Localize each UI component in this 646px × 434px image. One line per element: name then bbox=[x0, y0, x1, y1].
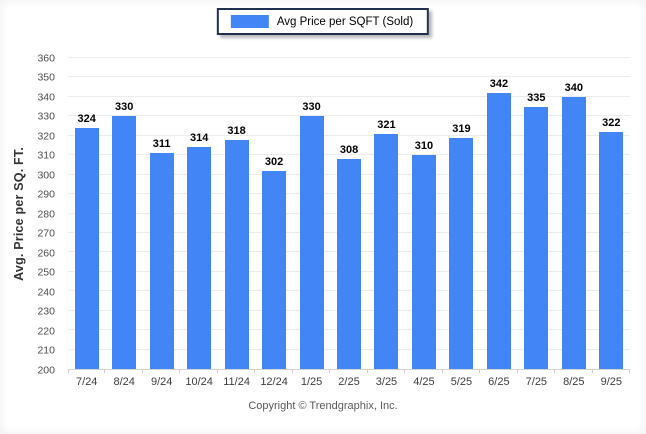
bar-cell: 318 bbox=[218, 58, 256, 373]
bar-cell: 330 bbox=[293, 58, 331, 373]
x-axis-label: 3/25 bbox=[375, 376, 398, 388]
bar-value-label: 324 bbox=[77, 112, 96, 125]
bar-value-label: 321 bbox=[377, 118, 396, 131]
bar-cell: 310 bbox=[405, 58, 444, 373]
gridline bbox=[68, 76, 630, 78]
gridline bbox=[68, 134, 630, 136]
bar: 302 bbox=[262, 156, 287, 369]
bar-value-label: 314 bbox=[189, 132, 209, 145]
x-axis-label: 5/25 bbox=[450, 376, 473, 388]
x-axis-labels: 7/24 8/24 9/24 10/24 11/24 12/24 1/25 2/25 3/25 4… bbox=[68, 376, 630, 392]
legend-swatch bbox=[230, 15, 269, 28]
legend: Avg Price per SQFT (Sold) bbox=[216, 8, 430, 35]
y-axis-tick-label: 260 bbox=[37, 246, 55, 259]
y-axis-tick-label: 230 bbox=[37, 305, 55, 318]
bar: 318 bbox=[224, 125, 249, 369]
bar-value-label: 310 bbox=[414, 140, 434, 153]
bar-cell: 319 bbox=[443, 58, 481, 373]
bar: 340 bbox=[561, 82, 586, 369]
bar: 342 bbox=[486, 78, 511, 369]
bar-series: 324 330 311 314 318 302 330 308 321 310 319 342 335 3… bbox=[68, 58, 631, 373]
bar: 311 bbox=[149, 138, 174, 369]
x-axis-label: 12/24 bbox=[260, 376, 288, 388]
x-axis-label: 1/25 bbox=[300, 376, 323, 388]
y-axis-tick-label: 290 bbox=[37, 188, 55, 201]
bar-value-label: 308 bbox=[339, 144, 359, 157]
y-axis-tick-label: 210 bbox=[37, 344, 55, 357]
bar-cell: 321 bbox=[368, 58, 406, 373]
x-axis-label: 9/24 bbox=[150, 376, 173, 388]
bar: 314 bbox=[187, 132, 212, 369]
x-axis-label: 6/25 bbox=[488, 376, 510, 388]
y-axis-tick-label: 310 bbox=[37, 149, 55, 162]
gridline bbox=[68, 154, 630, 156]
bar-cell: 322 bbox=[593, 58, 631, 373]
bar-cell: 311 bbox=[143, 58, 181, 373]
x-axis-label: 8/25 bbox=[563, 376, 585, 388]
bar: 319 bbox=[449, 123, 474, 369]
bar-value-label: 330 bbox=[115, 101, 134, 114]
y-axis-tick-label: 240 bbox=[37, 285, 55, 298]
x-axis-label: 10/24 bbox=[185, 376, 213, 388]
bar: 321 bbox=[374, 119, 399, 369]
bar: 322 bbox=[599, 117, 624, 369]
y-axis-tick-label: 250 bbox=[37, 266, 55, 279]
bar-value-label: 322 bbox=[602, 116, 621, 129]
bar-cell: 342 bbox=[480, 58, 519, 373]
bar: 330 bbox=[299, 101, 324, 369]
bar-value-label: 318 bbox=[227, 124, 246, 137]
x-axis-label: 4/25 bbox=[413, 376, 435, 388]
bar: 310 bbox=[411, 140, 436, 369]
y-axis-tick-label: 200 bbox=[37, 363, 55, 376]
x-axis-label: 7/24 bbox=[76, 376, 98, 388]
bar-value-label: 311 bbox=[152, 138, 171, 151]
x-axis-label: 9/25 bbox=[600, 376, 622, 388]
bar-value-label: 330 bbox=[302, 101, 321, 114]
gridline bbox=[68, 115, 630, 117]
bar-value-label: 319 bbox=[452, 122, 471, 135]
bar: 308 bbox=[337, 144, 362, 369]
bar-value-label: 335 bbox=[527, 91, 546, 104]
y-axis-tick-label: 330 bbox=[37, 110, 55, 123]
bar: 335 bbox=[524, 92, 549, 369]
bar: 324 bbox=[74, 113, 99, 369]
plot-area: 324 330 311 314 318 302 330 308 321 310 319 342 335 3… bbox=[68, 57, 631, 373]
x-axis-label: 7/25 bbox=[525, 376, 548, 388]
bar-value-label: 340 bbox=[564, 81, 584, 94]
bar-cell: 335 bbox=[518, 58, 556, 373]
bar: 330 bbox=[112, 101, 137, 369]
y-axis-tick-label: 300 bbox=[37, 168, 55, 181]
y-axis-tick-label: 350 bbox=[37, 71, 55, 84]
x-axis-label: 2/25 bbox=[338, 376, 360, 388]
y-axis-tick-label: 320 bbox=[37, 129, 55, 142]
bar-cell: 314 bbox=[180, 58, 219, 373]
y-axis-tick-label: 270 bbox=[37, 227, 55, 240]
y-axis-tick-label: 360 bbox=[37, 51, 55, 64]
y-axis-tick-labels: 200 210 220 230 240 250 260 270 280 290 300 310 320 3… bbox=[0, 53, 62, 375]
bar-cell: 302 bbox=[255, 58, 294, 373]
y-axis-tick-label: 340 bbox=[37, 90, 55, 103]
bar-value-label: 342 bbox=[489, 78, 509, 90]
gridline bbox=[68, 57, 630, 58]
y-axis-tick-label: 280 bbox=[37, 207, 55, 220]
bar-cell: 324 bbox=[68, 58, 106, 373]
x-axis-label: 11/24 bbox=[223, 376, 250, 388]
bar-cell: 330 bbox=[105, 58, 144, 373]
y-axis-tick-label: 220 bbox=[37, 324, 55, 337]
bar-cell: 308 bbox=[330, 58, 369, 373]
bar-value-label: 302 bbox=[264, 155, 284, 168]
gridline bbox=[68, 95, 630, 97]
legend-label: Avg Price per SQFT (Sold) bbox=[276, 15, 414, 28]
copyright-text: Copyright © Trendgraphix, Inc. bbox=[248, 400, 398, 412]
x-axis-label: 8/24 bbox=[113, 376, 135, 388]
bar-cell: 340 bbox=[555, 58, 594, 373]
